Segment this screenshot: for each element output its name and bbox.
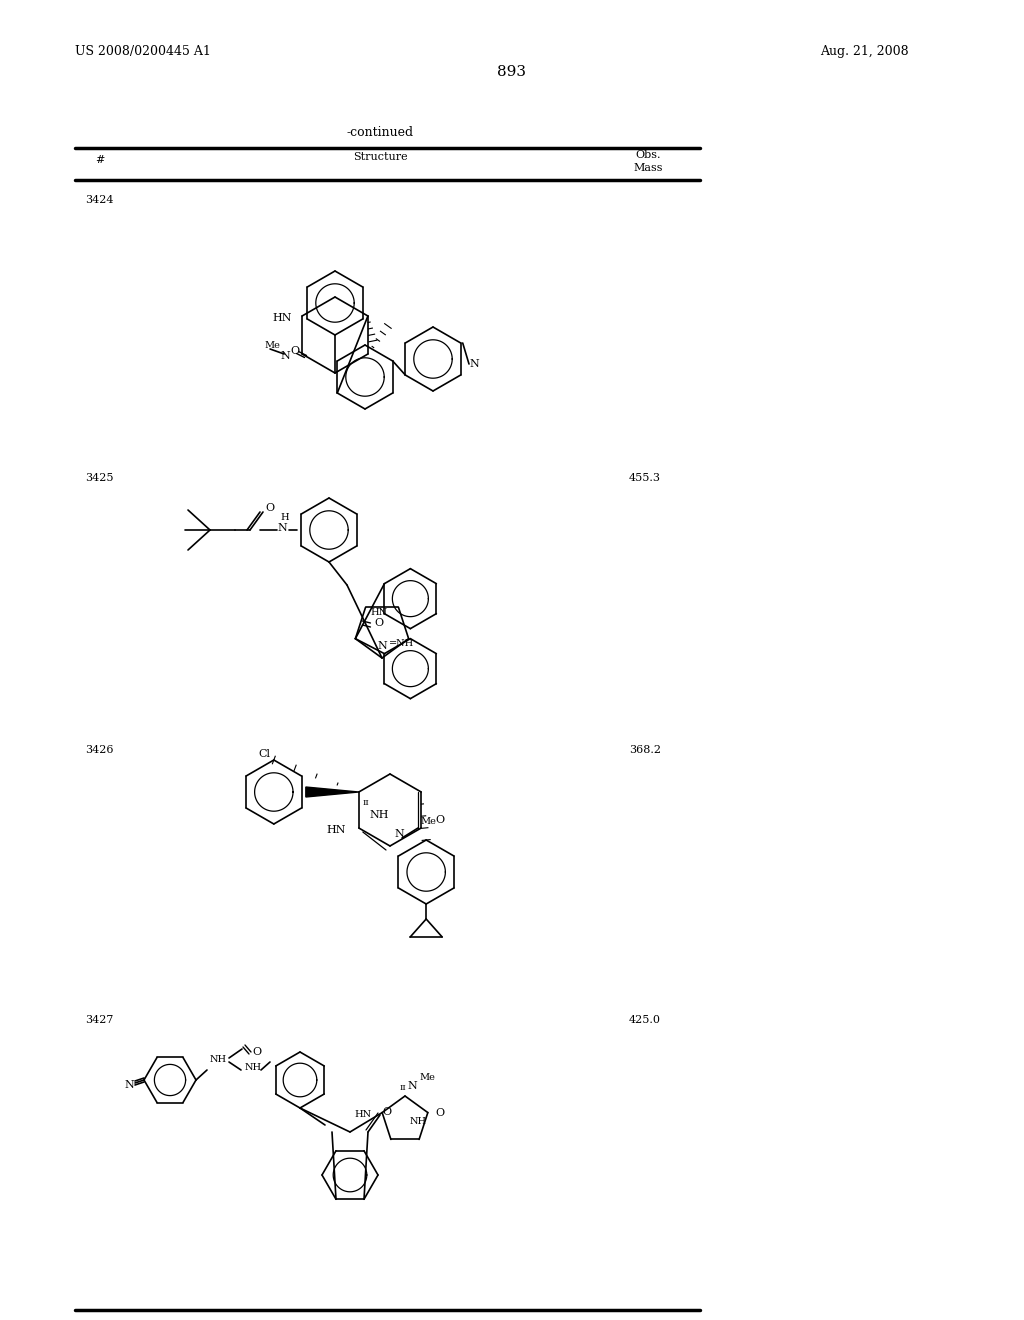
Text: =NH: =NH [388, 639, 414, 648]
Text: -continued: -continued [346, 127, 414, 140]
Text: Structure: Structure [352, 152, 408, 162]
Text: US 2008/0200445 A1: US 2008/0200445 A1 [75, 45, 211, 58]
Text: 893: 893 [498, 65, 526, 79]
Text: N: N [469, 359, 479, 370]
Text: 3425: 3425 [85, 473, 114, 483]
Text: 3424: 3424 [85, 195, 114, 205]
Text: Me: Me [420, 817, 436, 826]
Text: Mass: Mass [633, 162, 663, 173]
Polygon shape [306, 787, 358, 797]
Text: 3427: 3427 [85, 1015, 114, 1026]
Text: Aug. 21, 2008: Aug. 21, 2008 [820, 45, 908, 58]
Text: N: N [124, 1080, 134, 1090]
Text: O: O [252, 1047, 261, 1057]
Text: O: O [436, 1107, 445, 1118]
Text: Cl: Cl [259, 748, 270, 759]
Text: O: O [265, 503, 274, 513]
Text: 368.2: 368.2 [629, 744, 662, 755]
Text: 455.3: 455.3 [629, 473, 662, 483]
Text: O: O [382, 1107, 391, 1117]
Text: N: N [281, 351, 290, 360]
Text: 425.0: 425.0 [629, 1015, 662, 1026]
Text: Obs.: Obs. [635, 150, 660, 160]
Text: HN: HN [327, 825, 346, 836]
Text: HN: HN [354, 1110, 372, 1119]
Text: NH: NH [245, 1064, 262, 1072]
Text: II: II [362, 799, 370, 807]
Text: #: # [95, 154, 104, 165]
Text: NH: NH [370, 810, 389, 820]
Text: O: O [375, 618, 384, 628]
Text: N: N [407, 1081, 417, 1092]
Text: 3426: 3426 [85, 744, 114, 755]
Text: N: N [278, 523, 287, 533]
Text: H: H [280, 513, 289, 523]
Text: NH: NH [210, 1056, 227, 1064]
Text: Me: Me [264, 342, 280, 351]
Text: HN: HN [371, 607, 387, 616]
Text: II: II [400, 1084, 407, 1092]
Text: N: N [394, 829, 403, 840]
Text: N: N [377, 642, 387, 651]
Text: O: O [435, 814, 444, 825]
Text: HN: HN [272, 313, 292, 323]
Text: NH: NH [410, 1117, 426, 1126]
Text: Me: Me [419, 1073, 435, 1082]
Text: O: O [291, 346, 300, 356]
